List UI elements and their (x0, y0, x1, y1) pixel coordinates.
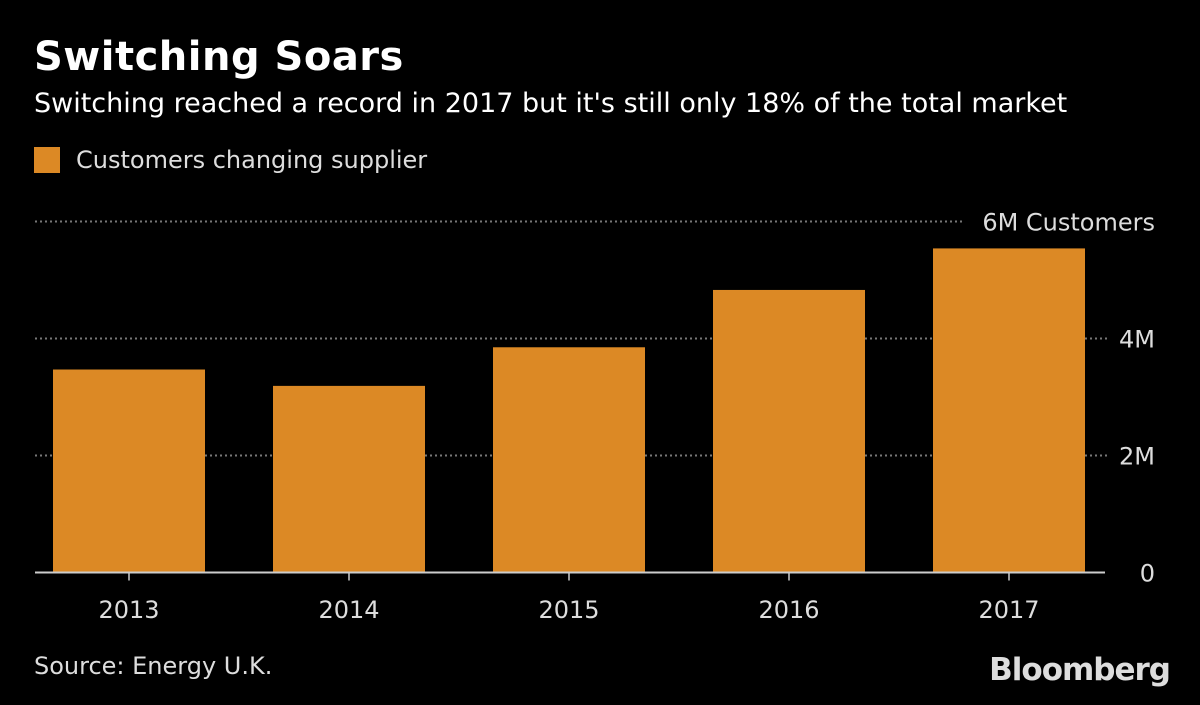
y-tick-label: 2M (1119, 443, 1155, 471)
legend-swatch (34, 147, 60, 173)
y-tick-label: 4M (1119, 326, 1155, 354)
x-tick-label: 2016 (758, 596, 819, 624)
bloomberg-logo: Bloomberg (989, 652, 1171, 688)
chart-subtitle: Switching reached a record in 2017 but i… (34, 88, 1068, 119)
source-note: Source: Energy U.K. (34, 652, 273, 680)
y-tick-label: 0 (1140, 560, 1155, 588)
x-tick-label: 2014 (318, 596, 379, 624)
bar-2013 (53, 369, 205, 573)
x-tick-label: 2013 (98, 596, 159, 624)
bar-2015 (493, 347, 645, 573)
bar-2017 (933, 248, 1085, 573)
y-tick-label: 6M Customers (982, 209, 1155, 237)
bar-2016 (713, 289, 865, 573)
legend-label: Customers changing supplier (76, 146, 428, 174)
chart-title: Switching Soars (34, 34, 404, 80)
bar-2014 (273, 385, 425, 573)
x-tick-label: 2017 (978, 596, 1039, 624)
legend: Customers changing supplier (34, 146, 427, 174)
x-tick-label: 2015 (538, 596, 599, 624)
